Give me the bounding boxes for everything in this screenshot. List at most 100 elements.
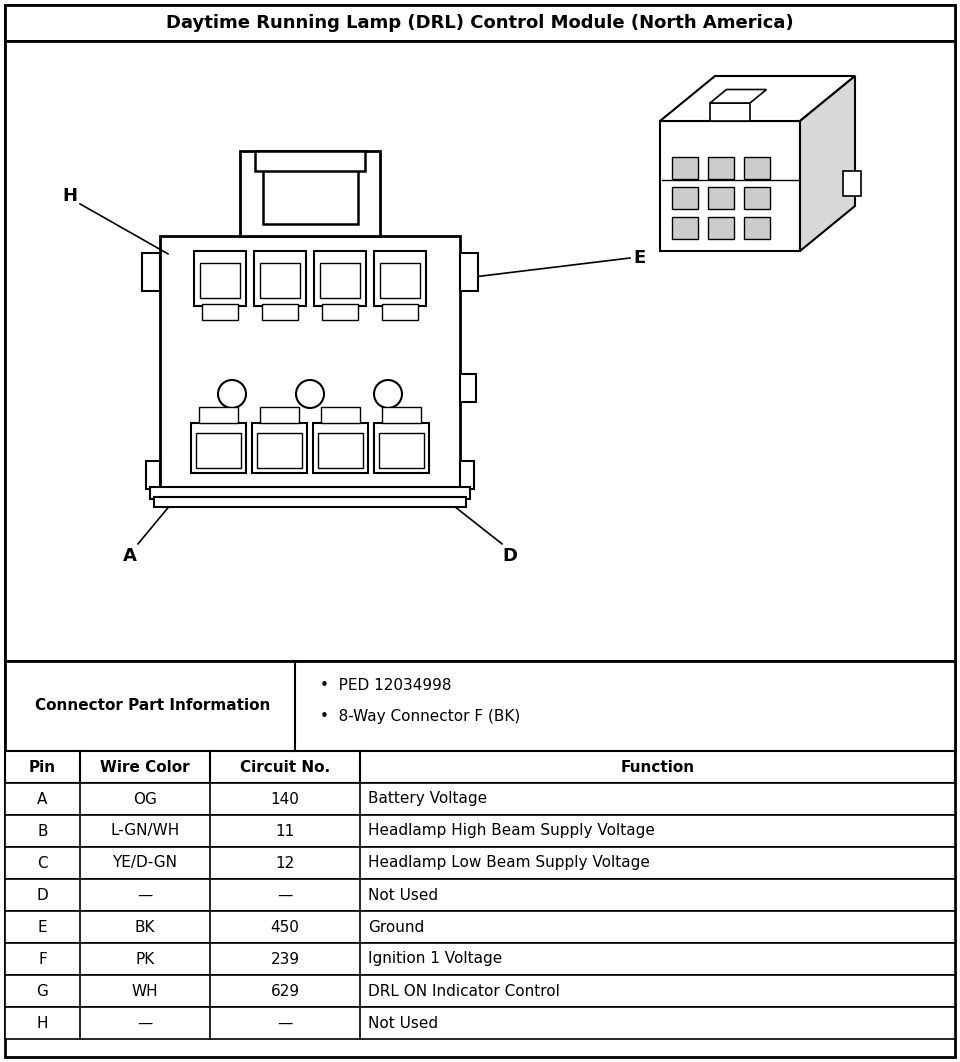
Text: D: D (502, 547, 517, 565)
Text: Not Used: Not Used (368, 888, 438, 903)
Bar (191, 423, 246, 473)
Text: Wire Color: Wire Color (100, 759, 190, 774)
Polygon shape (710, 89, 766, 103)
Bar (146, 461, 160, 489)
Text: Battery Voltage: Battery Voltage (368, 791, 487, 806)
Bar (660, 121, 800, 251)
Text: Ground: Ground (368, 920, 424, 935)
Text: H: H (36, 1015, 48, 1030)
Bar (314, 251, 366, 306)
Bar (382, 407, 421, 423)
Bar (382, 304, 418, 320)
Bar (5, 975, 955, 1007)
Bar (322, 304, 358, 320)
Text: H: H (62, 187, 78, 205)
Bar (379, 433, 424, 468)
Bar (460, 253, 478, 291)
Bar (5, 783, 955, 815)
Bar (321, 407, 360, 423)
Bar (374, 251, 426, 306)
Polygon shape (660, 76, 855, 121)
Text: PK: PK (135, 952, 155, 966)
Bar (460, 461, 474, 489)
Text: L-GN/WH: L-GN/WH (110, 823, 180, 839)
Bar (708, 187, 734, 209)
Bar (5, 815, 955, 847)
Bar (5, 661, 955, 751)
Text: Not Used: Not Used (368, 1015, 438, 1030)
Text: •  8-Way Connector F (BK): • 8-Way Connector F (BK) (320, 708, 520, 723)
Bar (160, 236, 460, 491)
Text: 239: 239 (271, 952, 300, 966)
Bar (252, 423, 307, 473)
Text: Circuit No.: Circuit No. (240, 759, 330, 774)
Text: Connector Part Information: Connector Part Information (35, 699, 270, 714)
Text: •  PED 12034998: • PED 12034998 (320, 679, 451, 693)
Text: F: F (38, 952, 47, 966)
Bar (150, 486, 470, 499)
Text: G: G (36, 983, 48, 998)
Bar (5, 41, 955, 661)
Bar (744, 157, 770, 179)
Text: E: E (633, 249, 645, 267)
Bar (199, 407, 238, 423)
Bar (142, 253, 160, 291)
Bar (744, 187, 770, 209)
Bar (200, 263, 240, 298)
Text: B: B (37, 823, 48, 839)
Bar (260, 407, 299, 423)
Text: —: — (137, 1015, 153, 1030)
Text: 11: 11 (276, 823, 295, 839)
Text: DRL ON Indicator Control: DRL ON Indicator Control (368, 983, 560, 998)
Bar (672, 187, 698, 209)
Bar (5, 751, 955, 783)
Bar (154, 497, 466, 507)
Bar (5, 911, 955, 943)
Text: Ignition 1 Voltage: Ignition 1 Voltage (368, 952, 502, 966)
Bar (5, 1007, 955, 1039)
Bar (240, 151, 380, 236)
Text: —: — (137, 888, 153, 903)
Text: OG: OG (133, 791, 156, 806)
Text: WH: WH (132, 983, 158, 998)
Bar (710, 103, 750, 121)
Bar (5, 879, 955, 911)
Bar (318, 433, 363, 468)
Bar (374, 423, 429, 473)
Text: Function: Function (620, 759, 695, 774)
Bar (744, 217, 770, 239)
Bar (380, 263, 420, 298)
Text: A: A (123, 547, 137, 565)
Bar (255, 151, 365, 171)
Bar (196, 433, 241, 468)
Text: 629: 629 (271, 983, 300, 998)
Bar (257, 433, 302, 468)
Text: —: — (277, 1015, 293, 1030)
Text: D: D (36, 888, 48, 903)
Bar (5, 847, 955, 879)
Bar (708, 217, 734, 239)
Text: Pin: Pin (29, 759, 56, 774)
Text: Daytime Running Lamp (DRL) Control Module (North America): Daytime Running Lamp (DRL) Control Modul… (166, 14, 794, 32)
Text: 140: 140 (271, 791, 300, 806)
Text: Headlamp Low Beam Supply Voltage: Headlamp Low Beam Supply Voltage (368, 856, 650, 871)
Bar (262, 169, 357, 224)
Polygon shape (800, 76, 855, 251)
Text: A: A (37, 791, 48, 806)
Text: Headlamp High Beam Supply Voltage: Headlamp High Beam Supply Voltage (368, 823, 655, 839)
Text: C: C (37, 856, 48, 871)
Bar (672, 217, 698, 239)
Bar (313, 423, 368, 473)
Bar (708, 157, 734, 179)
Text: YE/D-GN: YE/D-GN (112, 856, 178, 871)
Text: BK: BK (134, 920, 156, 935)
Bar (5, 5, 955, 41)
Bar (254, 251, 306, 306)
Text: 450: 450 (271, 920, 300, 935)
Text: 12: 12 (276, 856, 295, 871)
Text: E: E (37, 920, 47, 935)
Bar (843, 171, 861, 196)
Bar (460, 374, 476, 401)
Text: —: — (277, 888, 293, 903)
Bar (262, 304, 298, 320)
